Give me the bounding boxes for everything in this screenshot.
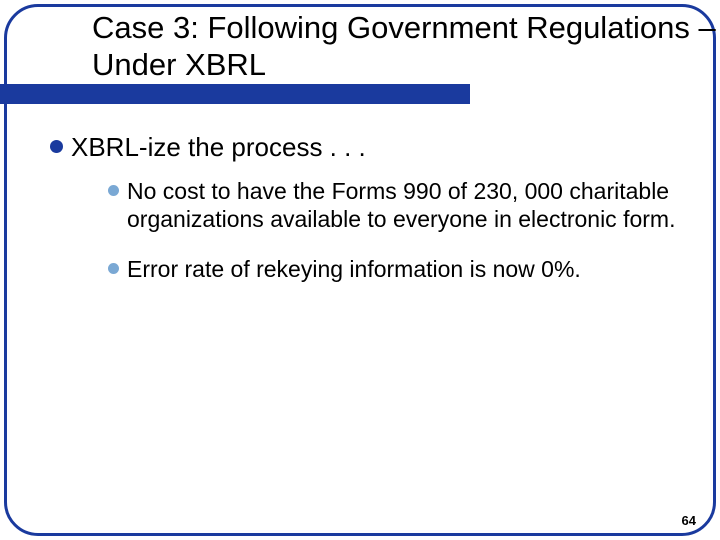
- bullet-level1: XBRL-ize the process . . .: [50, 132, 680, 163]
- bullet-level2: Error rate of rekeying information is no…: [108, 255, 680, 283]
- bullet-dot-icon: [50, 140, 63, 153]
- bullet-level2: No cost to have the Forms 990 of 230, 00…: [108, 177, 680, 233]
- bullet-dot-icon: [108, 185, 119, 196]
- bullet-level2-text: No cost to have the Forms 990 of 230, 00…: [127, 177, 680, 233]
- slide-title: Case 3: Following Government Regulations…: [92, 10, 720, 83]
- bullet-level1-text: XBRL-ize the process . . .: [71, 132, 366, 163]
- bullet-dot-icon: [108, 263, 119, 274]
- page-number: 64: [682, 513, 696, 528]
- bullet-level2-text: Error rate of rekeying information is no…: [127, 255, 581, 283]
- slide-body: XBRL-ize the process . . . No cost to ha…: [50, 132, 680, 305]
- header-accent-bar: [0, 84, 470, 104]
